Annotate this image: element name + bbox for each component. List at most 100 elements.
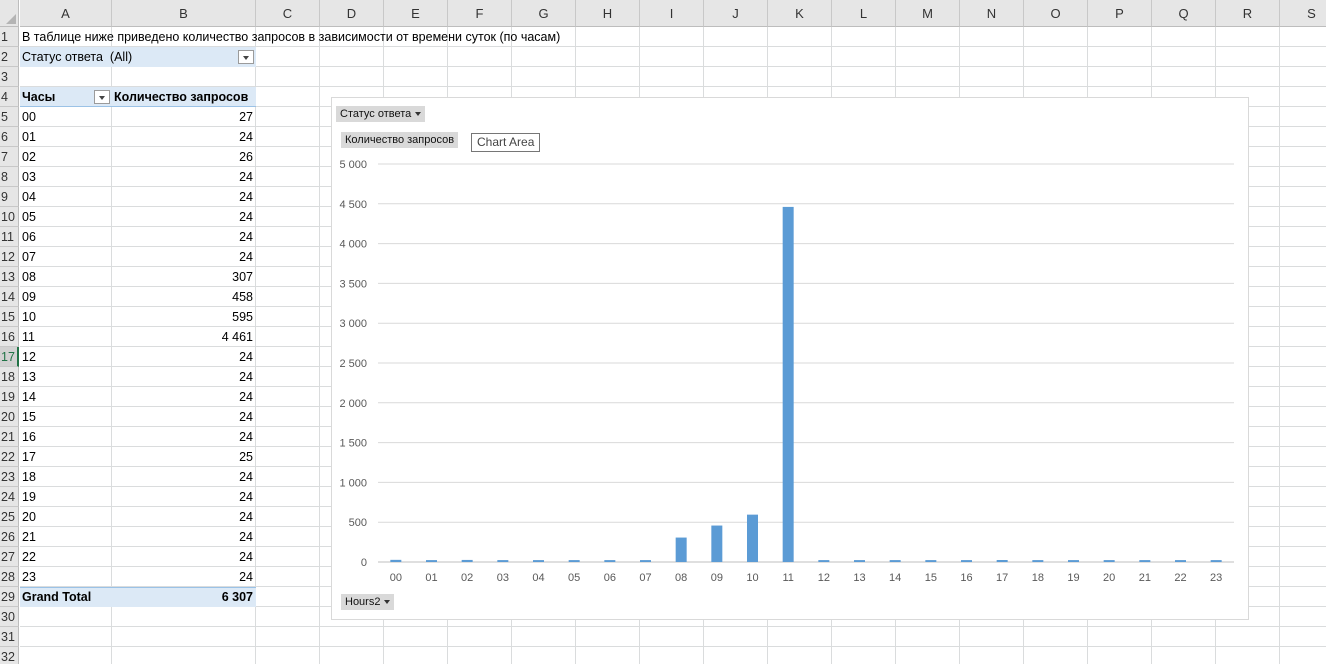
pivot-hour-cell[interactable]: 11 — [22, 330, 35, 344]
row-header-9[interactable]: 9 — [0, 187, 19, 207]
row-header-13[interactable]: 13 — [0, 267, 19, 287]
pivot-count-cell[interactable]: 24 — [239, 510, 253, 524]
column-header-k[interactable]: K — [768, 0, 832, 27]
pivot-chart[interactable]: Статус ответа Количество запросов Chart … — [331, 97, 1249, 620]
row-header-12[interactable]: 12 — [0, 247, 19, 267]
pivot-count-cell[interactable]: 24 — [239, 410, 253, 424]
pivot-count-cell[interactable]: 24 — [239, 210, 253, 224]
column-header-r[interactable]: R — [1216, 0, 1280, 27]
row-header-16[interactable]: 16 — [0, 327, 19, 347]
pivot-hour-cell[interactable]: 20 — [22, 510, 36, 524]
report-filter-label[interactable]: Статус ответа (All) — [20, 47, 132, 67]
row-header-10[interactable]: 10 — [0, 207, 19, 227]
pivot-count-cell[interactable]: 24 — [239, 130, 253, 144]
pivot-hour-cell[interactable]: 17 — [22, 450, 36, 464]
pivot-hour-cell[interactable]: 07 — [22, 250, 36, 264]
column-header-i[interactable]: I — [640, 0, 704, 27]
bar-14[interactable] — [889, 560, 901, 562]
row-header-27[interactable]: 27 — [0, 547, 19, 567]
pivot-hour-cell[interactable]: 02 — [22, 150, 36, 164]
pivot-hour-cell[interactable]: 09 — [22, 290, 36, 304]
select-all-corner[interactable] — [0, 0, 19, 27]
pivot-count-cell[interactable]: 4 461 — [221, 330, 253, 344]
pivot-count-cell[interactable]: 24 — [239, 190, 253, 204]
pivot-hour-cell[interactable]: 00 — [22, 110, 36, 124]
grand-total-label[interactable]: Grand Total — [22, 590, 92, 604]
row-header-7[interactable]: 7 — [0, 147, 19, 167]
pivot-hour-cell[interactable]: 08 — [22, 270, 36, 284]
pivot-hour-cell[interactable]: 01 — [22, 130, 36, 144]
bar-09[interactable] — [711, 525, 723, 562]
row-header-25[interactable]: 25 — [0, 507, 19, 527]
pivot-count-cell[interactable]: 24 — [239, 170, 253, 184]
bar-20[interactable] — [1103, 560, 1115, 562]
pivot-count-cell[interactable]: 458 — [232, 290, 253, 304]
bar-03[interactable] — [497, 560, 509, 562]
bar-05[interactable] — [568, 560, 580, 562]
column-header-f[interactable]: F — [448, 0, 512, 27]
bar-04[interactable] — [533, 560, 544, 562]
row-header-3[interactable]: 3 — [0, 67, 19, 87]
row-header-21[interactable]: 21 — [0, 427, 19, 447]
row-header-20[interactable]: 20 — [0, 407, 19, 427]
row-header-11[interactable]: 11 — [0, 227, 19, 247]
row-header-23[interactable]: 23 — [0, 467, 19, 487]
column-header-p[interactable]: P — [1088, 0, 1152, 27]
row-header-15[interactable]: 15 — [0, 307, 19, 327]
chart-value-field-button[interactable]: Количество запросов — [341, 132, 459, 148]
row-header-5[interactable]: 5 — [0, 107, 19, 127]
bar-12[interactable] — [818, 560, 830, 562]
column-header-e[interactable]: E — [384, 0, 448, 27]
bar-07[interactable] — [640, 560, 651, 562]
row-header-6[interactable]: 6 — [0, 127, 19, 147]
pivot-count-cell[interactable]: 25 — [239, 450, 253, 464]
row-header-32[interactable]: 32 — [0, 647, 19, 664]
bar-22[interactable] — [1175, 560, 1186, 562]
pivot-count-cell[interactable]: 24 — [239, 570, 253, 584]
pivot-row-header[interactable]: Часы — [22, 90, 56, 104]
pivot-hour-cell[interactable]: 04 — [22, 190, 36, 204]
pivot-hour-cell[interactable]: 15 — [22, 410, 36, 424]
bar-23[interactable] — [1210, 560, 1222, 562]
row-header-19[interactable]: 19 — [0, 387, 19, 407]
pivot-count-cell[interactable]: 27 — [239, 110, 253, 124]
pivot-count-cell[interactable]: 307 — [232, 270, 253, 284]
column-header-j[interactable]: J — [704, 0, 768, 27]
row-header-18[interactable]: 18 — [0, 367, 19, 387]
chart-axis-field-button[interactable]: Hours2 — [341, 594, 395, 610]
row-labels-filter-button[interactable] — [94, 90, 110, 104]
bar-17[interactable] — [996, 560, 1008, 562]
column-header-m[interactable]: M — [896, 0, 960, 27]
pivot-count-cell[interactable]: 24 — [239, 230, 253, 244]
column-header-h[interactable]: H — [576, 0, 640, 27]
cell-a1-description[interactable]: В таблице ниже приведено количество запр… — [22, 30, 561, 44]
bar-06[interactable] — [604, 560, 616, 562]
column-header-g[interactable]: G — [512, 0, 576, 27]
bar-16[interactable] — [961, 560, 972, 562]
pivot-count-cell[interactable]: 24 — [239, 350, 253, 364]
row-header-30[interactable]: 30 — [0, 607, 19, 627]
column-header-o[interactable]: O — [1024, 0, 1088, 27]
column-header-a[interactable]: A — [20, 0, 112, 27]
row-header-2[interactable]: 2 — [0, 47, 19, 67]
pivot-value-header[interactable]: Количество запросов — [114, 90, 249, 104]
pivot-hour-cell[interactable]: 18 — [22, 470, 36, 484]
pivot-count-cell[interactable]: 24 — [239, 250, 253, 264]
row-header-26[interactable]: 26 — [0, 527, 19, 547]
grand-total-value[interactable]: 6 307 — [221, 590, 253, 604]
column-header-l[interactable]: L — [832, 0, 896, 27]
pivot-hour-cell[interactable]: 05 — [22, 210, 36, 224]
pivot-count-cell[interactable]: 24 — [239, 550, 253, 564]
bar-18[interactable] — [1032, 560, 1044, 562]
pivot-count-cell[interactable]: 24 — [239, 370, 253, 384]
bar-08[interactable] — [675, 537, 687, 562]
pivot-count-cell[interactable]: 24 — [239, 430, 253, 444]
column-header-q[interactable]: Q — [1152, 0, 1216, 27]
pivot-hour-cell[interactable]: 06 — [22, 230, 36, 244]
row-header-31[interactable]: 31 — [0, 627, 19, 647]
row-header-1[interactable]: 1 — [0, 27, 19, 47]
pivot-hour-cell[interactable]: 21 — [22, 530, 36, 544]
row-header-28[interactable]: 28 — [0, 567, 19, 587]
